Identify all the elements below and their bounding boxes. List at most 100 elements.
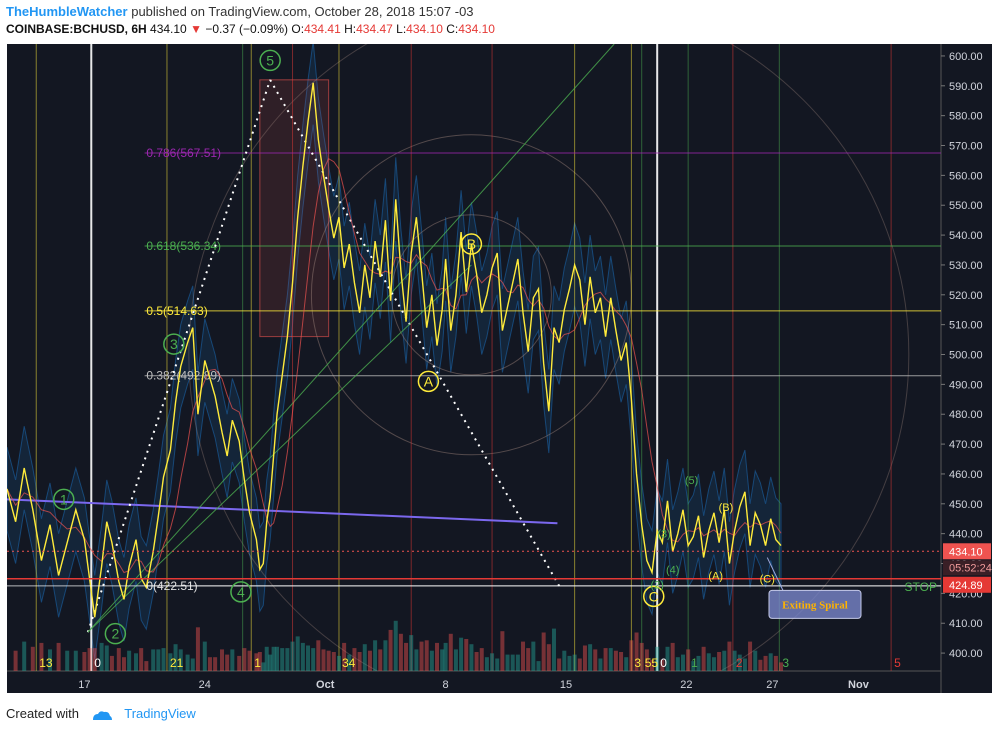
volume-bar [352, 648, 357, 671]
volume-bar [367, 650, 372, 671]
volume-bar [526, 648, 531, 671]
volume-bar [316, 640, 321, 671]
time-count-label: 1 [691, 656, 698, 670]
volume-bar [336, 655, 341, 671]
volume-bar [414, 649, 419, 671]
y-tick-label: 550.00 [949, 200, 983, 212]
volume-bar [257, 652, 262, 671]
volume-bar [459, 637, 464, 671]
volume-bar [116, 648, 121, 671]
volume-bar [419, 641, 424, 671]
volume-bar [665, 646, 670, 671]
volume-bar [629, 640, 634, 671]
countdown-bg [943, 560, 991, 576]
sub-wave-label: (5) [685, 475, 698, 487]
y-tick-label: 570.00 [949, 141, 983, 153]
volume-bar [254, 653, 259, 671]
volume-bar [448, 633, 453, 671]
time-count-label: 34 [342, 656, 356, 670]
wave-label-circle [230, 581, 252, 603]
volume-bar [195, 627, 200, 671]
y-tick-label: 580.00 [949, 111, 983, 123]
volume-bar [593, 649, 598, 671]
author-link[interactable]: TheHumbleWatcher [6, 4, 128, 19]
volume-bar [242, 648, 247, 671]
volume-bar [331, 652, 336, 671]
volume-bar [92, 648, 97, 671]
volume-bar [717, 652, 722, 671]
volume-bar [342, 642, 347, 671]
symbol-header: COINBASE:BCHUSD, 6H 434.10 ▼ −0.37 (−0.0… [6, 22, 495, 36]
time-count-label: 13 [39, 656, 53, 670]
volume-bar [557, 658, 562, 671]
volume-bar [484, 657, 489, 671]
volume-bar [577, 658, 582, 671]
y-tick-label: 530.00 [949, 260, 983, 272]
volume-bar [603, 648, 608, 671]
x-tick-label: Oct [316, 679, 335, 691]
volume-bar [393, 620, 398, 671]
volume-bar [469, 644, 474, 671]
tradingview-link[interactable]: TradingView [124, 706, 196, 721]
volume-bar [65, 650, 70, 671]
volume-bar [134, 653, 139, 671]
time-count-label: 21 [170, 656, 184, 670]
volume-bar [383, 640, 388, 671]
volume-bar [275, 646, 280, 671]
volume-bar [87, 648, 92, 671]
wave-label: B [467, 236, 476, 252]
sub-wave-label: (A) [708, 570, 723, 582]
sub-wave-label: (2) [650, 579, 663, 591]
volume-bar [521, 641, 526, 671]
wave-label: 2 [111, 626, 119, 642]
volume-bar [373, 640, 378, 671]
volume-bar [541, 632, 546, 671]
y-tick-label: 500.00 [949, 350, 983, 362]
volume-bar [151, 649, 156, 671]
volume-bar [711, 657, 716, 671]
volume-bar [220, 649, 225, 671]
y-tick-label: 510.00 [949, 320, 983, 332]
wave-label: C [649, 588, 659, 604]
high-label: H: [344, 22, 357, 36]
high-value: 434.47 [356, 22, 393, 36]
moving-average [7, 158, 782, 574]
volume-bar [168, 653, 173, 671]
y-tick-label: 470.00 [949, 439, 983, 451]
volume-bar [56, 642, 61, 671]
volume-bar [202, 641, 207, 671]
volume-bar [213, 657, 218, 671]
stop-price-tag-bg [943, 576, 991, 593]
time-count-label: 2 [736, 656, 743, 670]
volume-bar [546, 644, 551, 671]
close-value: 434.10 [458, 22, 495, 36]
volume-bar [121, 657, 126, 671]
volume-bar [378, 649, 383, 671]
y-tick-label: 590.00 [949, 81, 983, 93]
time-count-label: 0 [660, 656, 667, 670]
x-tick-label: 17 [78, 679, 90, 691]
volume-bar [326, 650, 331, 671]
volume-bar [758, 659, 763, 671]
volume-bar [536, 661, 541, 671]
volume-bar [311, 648, 316, 671]
volume-bar [139, 648, 144, 671]
volume-bar [505, 654, 510, 671]
y-tick-label: 450.00 [949, 499, 983, 511]
current-price-tag: 434.10 [949, 546, 983, 558]
volume-bar [109, 655, 114, 671]
volume-bar [474, 652, 479, 671]
tradingview-cloud-icon [92, 710, 112, 720]
current-price-tag-bg [943, 543, 991, 560]
fib-level-label: 0.786(567.51) [146, 146, 221, 160]
volume-bar [680, 654, 685, 671]
volume-bar [650, 659, 655, 671]
volume-bar [727, 641, 732, 671]
volume-bar [490, 653, 495, 671]
volume-bar [624, 657, 629, 671]
publish-header: TheHumbleWatcher published on TradingVie… [6, 4, 474, 19]
volume-bar [696, 655, 701, 671]
volume-bar [531, 641, 536, 671]
open-label: O: [291, 22, 305, 36]
